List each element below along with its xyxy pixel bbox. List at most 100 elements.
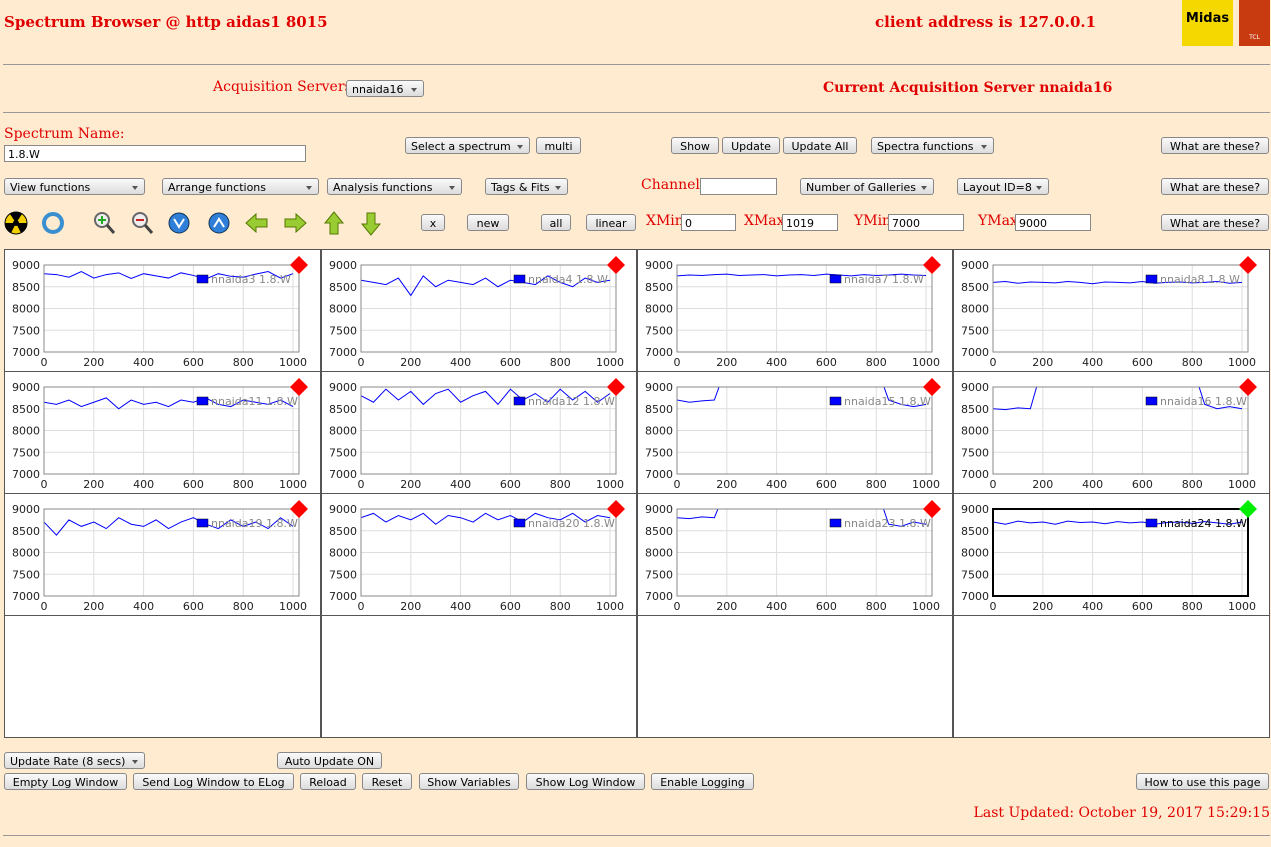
gallery-cell <box>322 616 637 738</box>
howto-button[interactable]: How to use this page <box>1136 773 1269 790</box>
channel-input[interactable] <box>700 178 777 195</box>
x-tick-label: 600 <box>183 356 204 369</box>
y-tick-label: 8000 <box>329 303 357 316</box>
y-tick-label: 7000 <box>645 346 673 359</box>
tags-fits[interactable]: Tags & Fits <box>485 178 568 195</box>
footer-button[interactable]: Send Log Window to ELog <box>133 773 294 790</box>
left-arrow-icon[interactable] <box>246 214 267 232</box>
footer-button[interactable]: Show Variables <box>419 773 519 790</box>
channel-label: Channel: <box>641 177 705 193</box>
y-tick-label: 8000 <box>12 303 40 316</box>
update-button[interactable]: Update <box>722 137 780 154</box>
spectrum-input[interactable]: 1.8.W <box>4 145 306 162</box>
y-tick-label: 9000 <box>329 259 357 272</box>
x-tick-label: 400 <box>766 356 787 369</box>
x-tick-label: 400 <box>450 478 471 491</box>
spectrum-label: Spectrum Name: <box>4 126 125 142</box>
footer-button[interactable]: Show Log Window <box>526 773 645 790</box>
x-button[interactable]: x <box>421 214 445 231</box>
update-all-button[interactable]: Update All <box>783 137 857 154</box>
y-tick-label: 8500 <box>329 525 357 538</box>
x-tick-label: 800 <box>550 478 571 491</box>
up-circle-icon[interactable] <box>209 213 229 233</box>
x-tick-label: 600 <box>183 478 204 491</box>
gallery-cell <box>5 250 321 372</box>
linear-button[interactable]: linear <box>586 214 636 231</box>
y-tick-label: 9000 <box>645 503 673 516</box>
spectra-functions[interactable]: Spectra functions <box>871 137 994 154</box>
x-tick-label: 1000 <box>1228 478 1256 491</box>
arrange-functions[interactable]: Arrange functions <box>162 178 319 195</box>
zoom-out-icon[interactable] <box>133 213 152 233</box>
all-button[interactable]: all <box>541 214 571 231</box>
x-tick-label: 200 <box>400 600 421 613</box>
x-tick-label: 1000 <box>1228 356 1256 369</box>
up-arrow-icon[interactable] <box>325 212 343 234</box>
gallery-cell <box>954 372 1270 494</box>
legend-label: nnaida19 1.8.W <box>211 517 298 530</box>
x-tick-label: 0 <box>41 600 48 613</box>
x-tick-label: 0 <box>990 356 997 369</box>
number-of-galleries[interactable]: Number of Galleries <box>800 178 934 195</box>
help-button[interactable]: What are these? <box>1161 214 1269 231</box>
update-rate[interactable]: Update Rate (8 secs) <box>4 752 145 769</box>
x-tick-label: 1000 <box>912 600 940 613</box>
x-tick-label: 200 <box>716 478 737 491</box>
y-tick-label: 7500 <box>645 568 673 581</box>
right-arrow-icon[interactable] <box>285 214 306 232</box>
x-tick-label: 400 <box>450 356 471 369</box>
x-tick-label: 200 <box>1032 356 1053 369</box>
radiation-icon[interactable] <box>5 212 27 234</box>
y-tick-label: 9000 <box>645 259 673 272</box>
server-select[interactable]: nnaida16 <box>346 80 424 97</box>
auto-update-button[interactable]: Auto Update ON <box>277 752 382 769</box>
footer-button[interactable]: Enable Logging <box>651 773 754 790</box>
multi-button[interactable]: multi <box>536 137 581 154</box>
show-button[interactable]: Show <box>671 137 719 154</box>
footer-button[interactable]: Reset <box>362 773 412 790</box>
xmin-input[interactable]: 0 <box>681 214 736 231</box>
view-functions[interactable]: View functions <box>4 178 145 195</box>
y-tick-label: 7500 <box>961 568 989 581</box>
legend-label: nnaida16 1.8.W <box>1160 395 1247 408</box>
x-tick-label: 200 <box>1032 600 1053 613</box>
y-tick-label: 7500 <box>961 324 989 337</box>
help-button[interactable]: What are these? <box>1161 137 1269 154</box>
legend-label: nnaida7 1.8.W <box>844 273 924 286</box>
x-tick-label: 1000 <box>279 356 307 369</box>
footer-button[interactable]: Empty Log Window <box>4 773 127 790</box>
legend-label: nnaida4 1.8.W <box>528 273 608 286</box>
help-button[interactable]: What are these? <box>1161 178 1269 195</box>
new-button[interactable]: new <box>467 214 509 231</box>
layout-select[interactable]: Layout ID=8 <box>957 178 1049 195</box>
y-tick-label: 8000 <box>12 547 40 560</box>
x-tick-label: 600 <box>1132 356 1153 369</box>
gallery-cell <box>954 616 1270 738</box>
current-server: Current Acquisition Server nnaida16 <box>823 80 1112 96</box>
footer-button[interactable]: Reload <box>300 773 356 790</box>
y-tick-label: 7000 <box>12 590 40 603</box>
refresh-icon[interactable] <box>44 214 62 232</box>
x-tick-label: 800 <box>866 478 887 491</box>
zoom-in-icon[interactable] <box>95 213 114 233</box>
x-tick-label: 800 <box>1182 600 1203 613</box>
select-spectrum[interactable]: Select a spectrum <box>405 137 530 154</box>
y-tick-label: 8500 <box>645 281 673 294</box>
ymin-input[interactable]: 7000 <box>888 214 964 231</box>
y-tick-label: 8500 <box>645 525 673 538</box>
ymax-input[interactable]: 9000 <box>1015 214 1091 231</box>
x-tick-label: 400 <box>766 600 787 613</box>
legend-label: nnaida15 1.8.W <box>844 395 931 408</box>
gallery-cell <box>5 494 321 616</box>
tcl-logo: TCL <box>1239 0 1270 46</box>
x-tick-label: 800 <box>866 600 887 613</box>
gallery-cell <box>5 372 321 494</box>
client-address: client address is 127.0.0.1 <box>875 13 1096 31</box>
xmax-input[interactable]: 1019 <box>782 214 838 231</box>
down-circle-icon[interactable] <box>169 213 189 233</box>
analysis-functions[interactable]: Analysis functions <box>327 178 462 195</box>
y-tick-label: 7000 <box>329 590 357 603</box>
spectrum-gallery: 7000750080008500900002004006008001000nna… <box>0 249 1271 739</box>
down-arrow-icon[interactable] <box>362 213 380 235</box>
y-tick-label: 8500 <box>329 281 357 294</box>
